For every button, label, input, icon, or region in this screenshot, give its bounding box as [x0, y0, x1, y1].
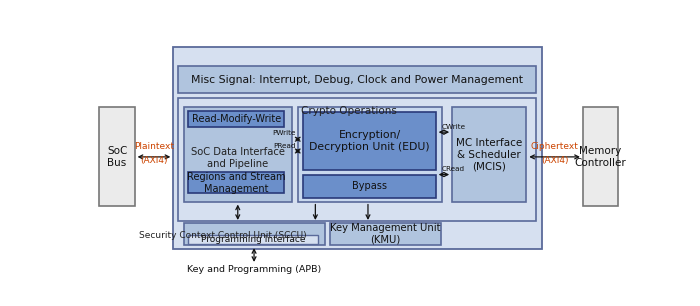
Text: PRead: PRead [274, 143, 296, 149]
Text: MC Interface
& Scheduler
(MCIS): MC Interface & Scheduler (MCIS) [456, 138, 522, 171]
Text: Regions and Stream
Management: Regions and Stream Management [187, 172, 286, 194]
Text: Key and Programming (APB): Key and Programming (APB) [187, 265, 321, 274]
Bar [303, 174, 436, 198]
Text: CWrite: CWrite [441, 124, 466, 130]
Text: CRead: CRead [441, 166, 464, 172]
Text: SoC
Bus: SoC Bus [107, 146, 127, 168]
Bar [178, 66, 536, 93]
Text: Key Management Unit
(KMU): Key Management Unit (KMU) [330, 223, 441, 245]
Bar [188, 235, 318, 244]
Text: Misc Signal: Interrupt, Debug, Clock and Power Management: Misc Signal: Interrupt, Debug, Clock and… [191, 75, 523, 85]
Bar [583, 107, 618, 206]
Text: Plaintext: Plaintext [134, 142, 174, 151]
Bar [298, 107, 442, 202]
Text: Encryption/
Decryption Unit (EDU): Encryption/ Decryption Unit (EDU) [309, 130, 430, 152]
Bar [178, 98, 536, 221]
Bar [183, 107, 292, 202]
Text: Memory
Controller: Memory Controller [575, 146, 626, 168]
Text: (AXI4): (AXI4) [140, 156, 168, 165]
Text: PWrite: PWrite [272, 130, 296, 136]
Bar [99, 107, 134, 206]
Text: Crypto Operations: Crypto Operations [301, 106, 397, 116]
Bar [188, 172, 284, 193]
Bar [183, 223, 325, 245]
Text: (AXI4): (AXI4) [541, 156, 568, 165]
Text: Bypass: Bypass [352, 181, 387, 191]
Bar [173, 47, 542, 249]
Text: SoC Data Interface
and Pipeline: SoC Data Interface and Pipeline [191, 147, 285, 169]
Bar [452, 107, 526, 202]
Text: Ciphertext: Ciphertext [531, 142, 578, 151]
Text: Programming Interface: Programming Interface [201, 235, 305, 244]
Bar [303, 112, 436, 170]
Text: Read-Modify-Write: Read-Modify-Write [192, 114, 281, 124]
Bar [188, 111, 284, 127]
Bar [330, 223, 441, 245]
Text: Security Context Control Unit (SCCU): Security Context Control Unit (SCCU) [139, 231, 307, 240]
